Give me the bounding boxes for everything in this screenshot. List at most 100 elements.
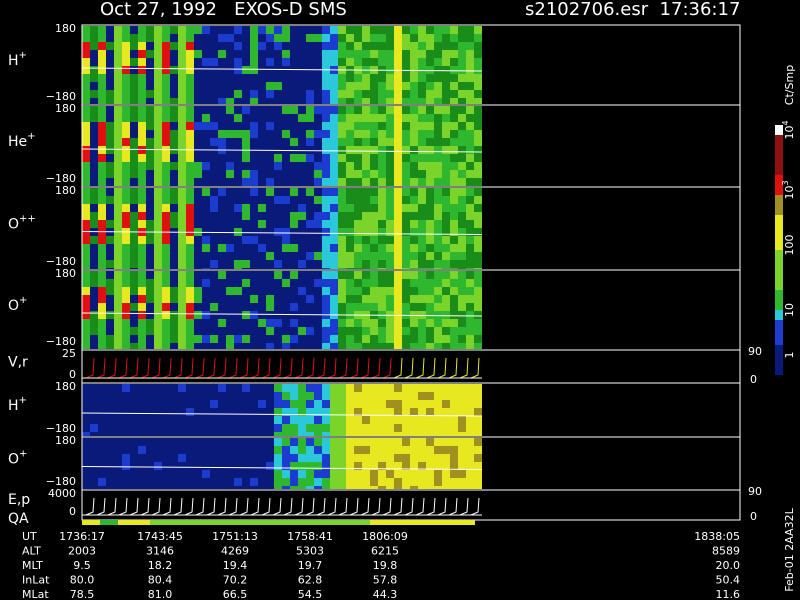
spectrogram-cell (106, 392, 114, 400)
spectrogram-cell (466, 220, 474, 228)
spectrogram-cell (338, 130, 346, 138)
spectrogram-cell (330, 170, 338, 178)
spectrogram-cell (210, 454, 218, 462)
spectrogram-cell (450, 26, 458, 34)
spectrogram-cell (98, 416, 106, 424)
spectrogram-cell (346, 138, 354, 146)
spectrogram-cell (386, 392, 394, 400)
spectrogram-cell (266, 42, 274, 50)
axis-bottom-label: 0 (69, 505, 76, 518)
spectrogram-cell (466, 228, 474, 236)
spectrogram-cell (90, 408, 98, 416)
spectrogram-cell (410, 196, 418, 204)
spectrogram-cell (154, 392, 162, 400)
spectrogram-cell (434, 130, 442, 138)
spectrogram-cell (322, 462, 330, 470)
spectrogram-cell (170, 154, 178, 162)
spectrogram-cell (162, 34, 170, 42)
spectrogram-cell (186, 98, 194, 104)
cell: 1743:45 (137, 530, 183, 543)
spectrogram-cell (210, 138, 218, 146)
spectrogram-cell (298, 335, 306, 343)
spectrogram-cell (170, 188, 178, 196)
spectrogram-cell (306, 416, 314, 424)
spectrogram-cell (122, 114, 130, 122)
right-tick-label: 0 (750, 373, 757, 386)
spectrogram-cell (218, 204, 226, 212)
spectrogram-cell (130, 271, 138, 279)
spectrogram-cell (146, 106, 154, 114)
spectrogram-cell (346, 271, 354, 279)
spectrogram-cell (306, 335, 314, 343)
sweep-line (96, 357, 106, 379)
spectrogram-cell (314, 303, 322, 311)
spectrogram-cell (90, 220, 98, 228)
spectrogram-cell (394, 154, 402, 162)
spectrogram-cell (274, 58, 282, 66)
spectrogram-cell (162, 327, 170, 335)
spectrogram-cell (258, 424, 266, 432)
spectrogram-cell (362, 335, 370, 343)
spectrogram-cell (194, 42, 202, 50)
spectrogram-cell (162, 268, 170, 269)
spectrogram-cell (322, 90, 330, 98)
spectrogram-cell (314, 50, 322, 58)
spectrogram-cell (210, 260, 218, 268)
spectrogram-cell (242, 220, 250, 228)
spectrogram-cell (466, 470, 474, 478)
spectrogram-cell (98, 50, 106, 58)
spectrogram-cell (266, 424, 274, 432)
spectrogram-cell (202, 252, 210, 260)
spectrogram-cell (378, 122, 386, 130)
spectrogram-cell (130, 260, 138, 268)
spectrogram-cell (330, 106, 338, 114)
spectrogram-cell (122, 244, 130, 252)
spectrogram-cell (434, 327, 442, 335)
spectrogram-cell (242, 424, 250, 432)
spectrogram-cell (330, 470, 338, 478)
trace-line (81, 312, 483, 317)
spectrogram-cell (354, 204, 362, 212)
spectrogram-cell (450, 66, 458, 74)
spectrogram-cell (202, 295, 210, 303)
spectrogram-cell (330, 178, 338, 186)
spectrogram-cell (226, 228, 234, 236)
spectrogram-cell (370, 34, 378, 42)
spectrogram-cell (402, 343, 410, 349)
spectrogram-cell (362, 98, 370, 104)
spectrogram-cell (378, 146, 386, 154)
spectrogram-cell (82, 268, 90, 269)
spectrogram-cell (122, 271, 130, 279)
spectrogram-cell (386, 138, 394, 146)
spectrogram-cell (442, 236, 450, 244)
spectrogram-cell (442, 446, 450, 454)
spectrogram-cell (122, 384, 130, 392)
title: Oct 27, 1992 EXOS-D SMS (100, 0, 347, 20)
spectrogram-cell (210, 74, 218, 82)
spectrogram-cell (146, 244, 154, 252)
spectrogram-cell (146, 212, 154, 220)
spectrogram-cell (226, 236, 234, 244)
spectrogram-cell (370, 114, 378, 122)
spectrogram-cell (170, 343, 178, 349)
spectrogram-cell (338, 271, 346, 279)
spectrogram-cell (130, 400, 138, 408)
spectrogram-cell (330, 260, 338, 268)
spectrogram-cell (162, 311, 170, 319)
spectrogram-cell (354, 454, 362, 462)
spectrogram-cell (242, 252, 250, 260)
spectrogram-cell (298, 42, 306, 50)
axis-top-label: 4000 (48, 487, 76, 500)
spectrogram-cell (418, 162, 426, 170)
spectrogram-cell (426, 279, 434, 287)
spectrogram-cell (434, 486, 442, 489)
spectrogram-cell (282, 58, 290, 66)
spectrogram-cell (178, 74, 186, 82)
spectrogram-cell (418, 343, 426, 349)
spectrogram-cell (402, 162, 410, 170)
spectrogram-cell (450, 50, 458, 58)
spectrogram-cell (474, 74, 482, 82)
spectrogram-cell (354, 82, 362, 90)
spectrogram-cell (202, 90, 210, 98)
spectrogram-cell (266, 170, 274, 178)
